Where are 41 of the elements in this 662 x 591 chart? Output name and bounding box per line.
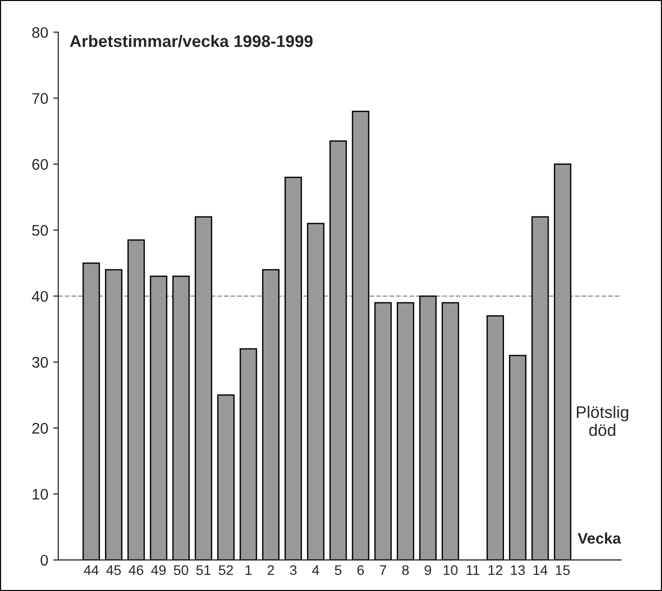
bar (217, 394, 235, 560)
x-tick-label: 15 (556, 565, 570, 576)
y-tick-label: 60 (32, 159, 48, 170)
chart-title: Arbetstimmar/vecka 1998-1999 (70, 34, 313, 48)
x-tick-label: 12 (488, 565, 502, 575)
y-tick-label: 0 (40, 554, 48, 566)
x-tick-label: 13 (511, 565, 525, 576)
x-tick-label: 4 (312, 565, 320, 575)
x-tick-label: 49 (151, 565, 166, 576)
y-tick-label: 30 (32, 356, 48, 368)
x-tick-label: 46 (128, 565, 144, 576)
y-tick-label: 80 (32, 27, 48, 38)
y-tick-label: 20 (32, 422, 48, 434)
x-tick-label: 14 (533, 565, 548, 575)
bar (374, 302, 392, 560)
x-tick-label: 9 (424, 565, 432, 576)
x-tick-label: 7 (380, 565, 386, 575)
x-tick-label: 5 (334, 565, 342, 576)
y-tick-label: 40 (32, 290, 48, 302)
bar (509, 354, 526, 560)
x-tick-label: 51 (196, 565, 211, 576)
text: Plötslig död (576, 406, 628, 436)
bar (396, 302, 414, 560)
y-tick-label: 10 (32, 488, 48, 500)
x-tick-label: 52 (218, 565, 233, 576)
x-tick-label: 8 (402, 565, 409, 576)
x-tick-label: 10 (444, 565, 458, 576)
x-tick-label: 44 (84, 565, 99, 575)
y-tick-label: 50 (32, 224, 48, 236)
bar (486, 315, 504, 560)
x-tick-label: 45 (106, 565, 121, 576)
x-tick-label: 11 (466, 565, 480, 575)
x-axis-title: Vecka (578, 532, 622, 544)
x-tick-label: 3 (290, 565, 297, 576)
x-tick-label: 6 (357, 565, 364, 576)
x-tick-label: 1 (246, 565, 252, 575)
bar (442, 302, 460, 560)
bar (240, 348, 258, 560)
y-tick-label: 70 (32, 93, 48, 104)
x-tick-label: 50 (174, 565, 188, 576)
x-tick-label: 2 (268, 565, 274, 575)
